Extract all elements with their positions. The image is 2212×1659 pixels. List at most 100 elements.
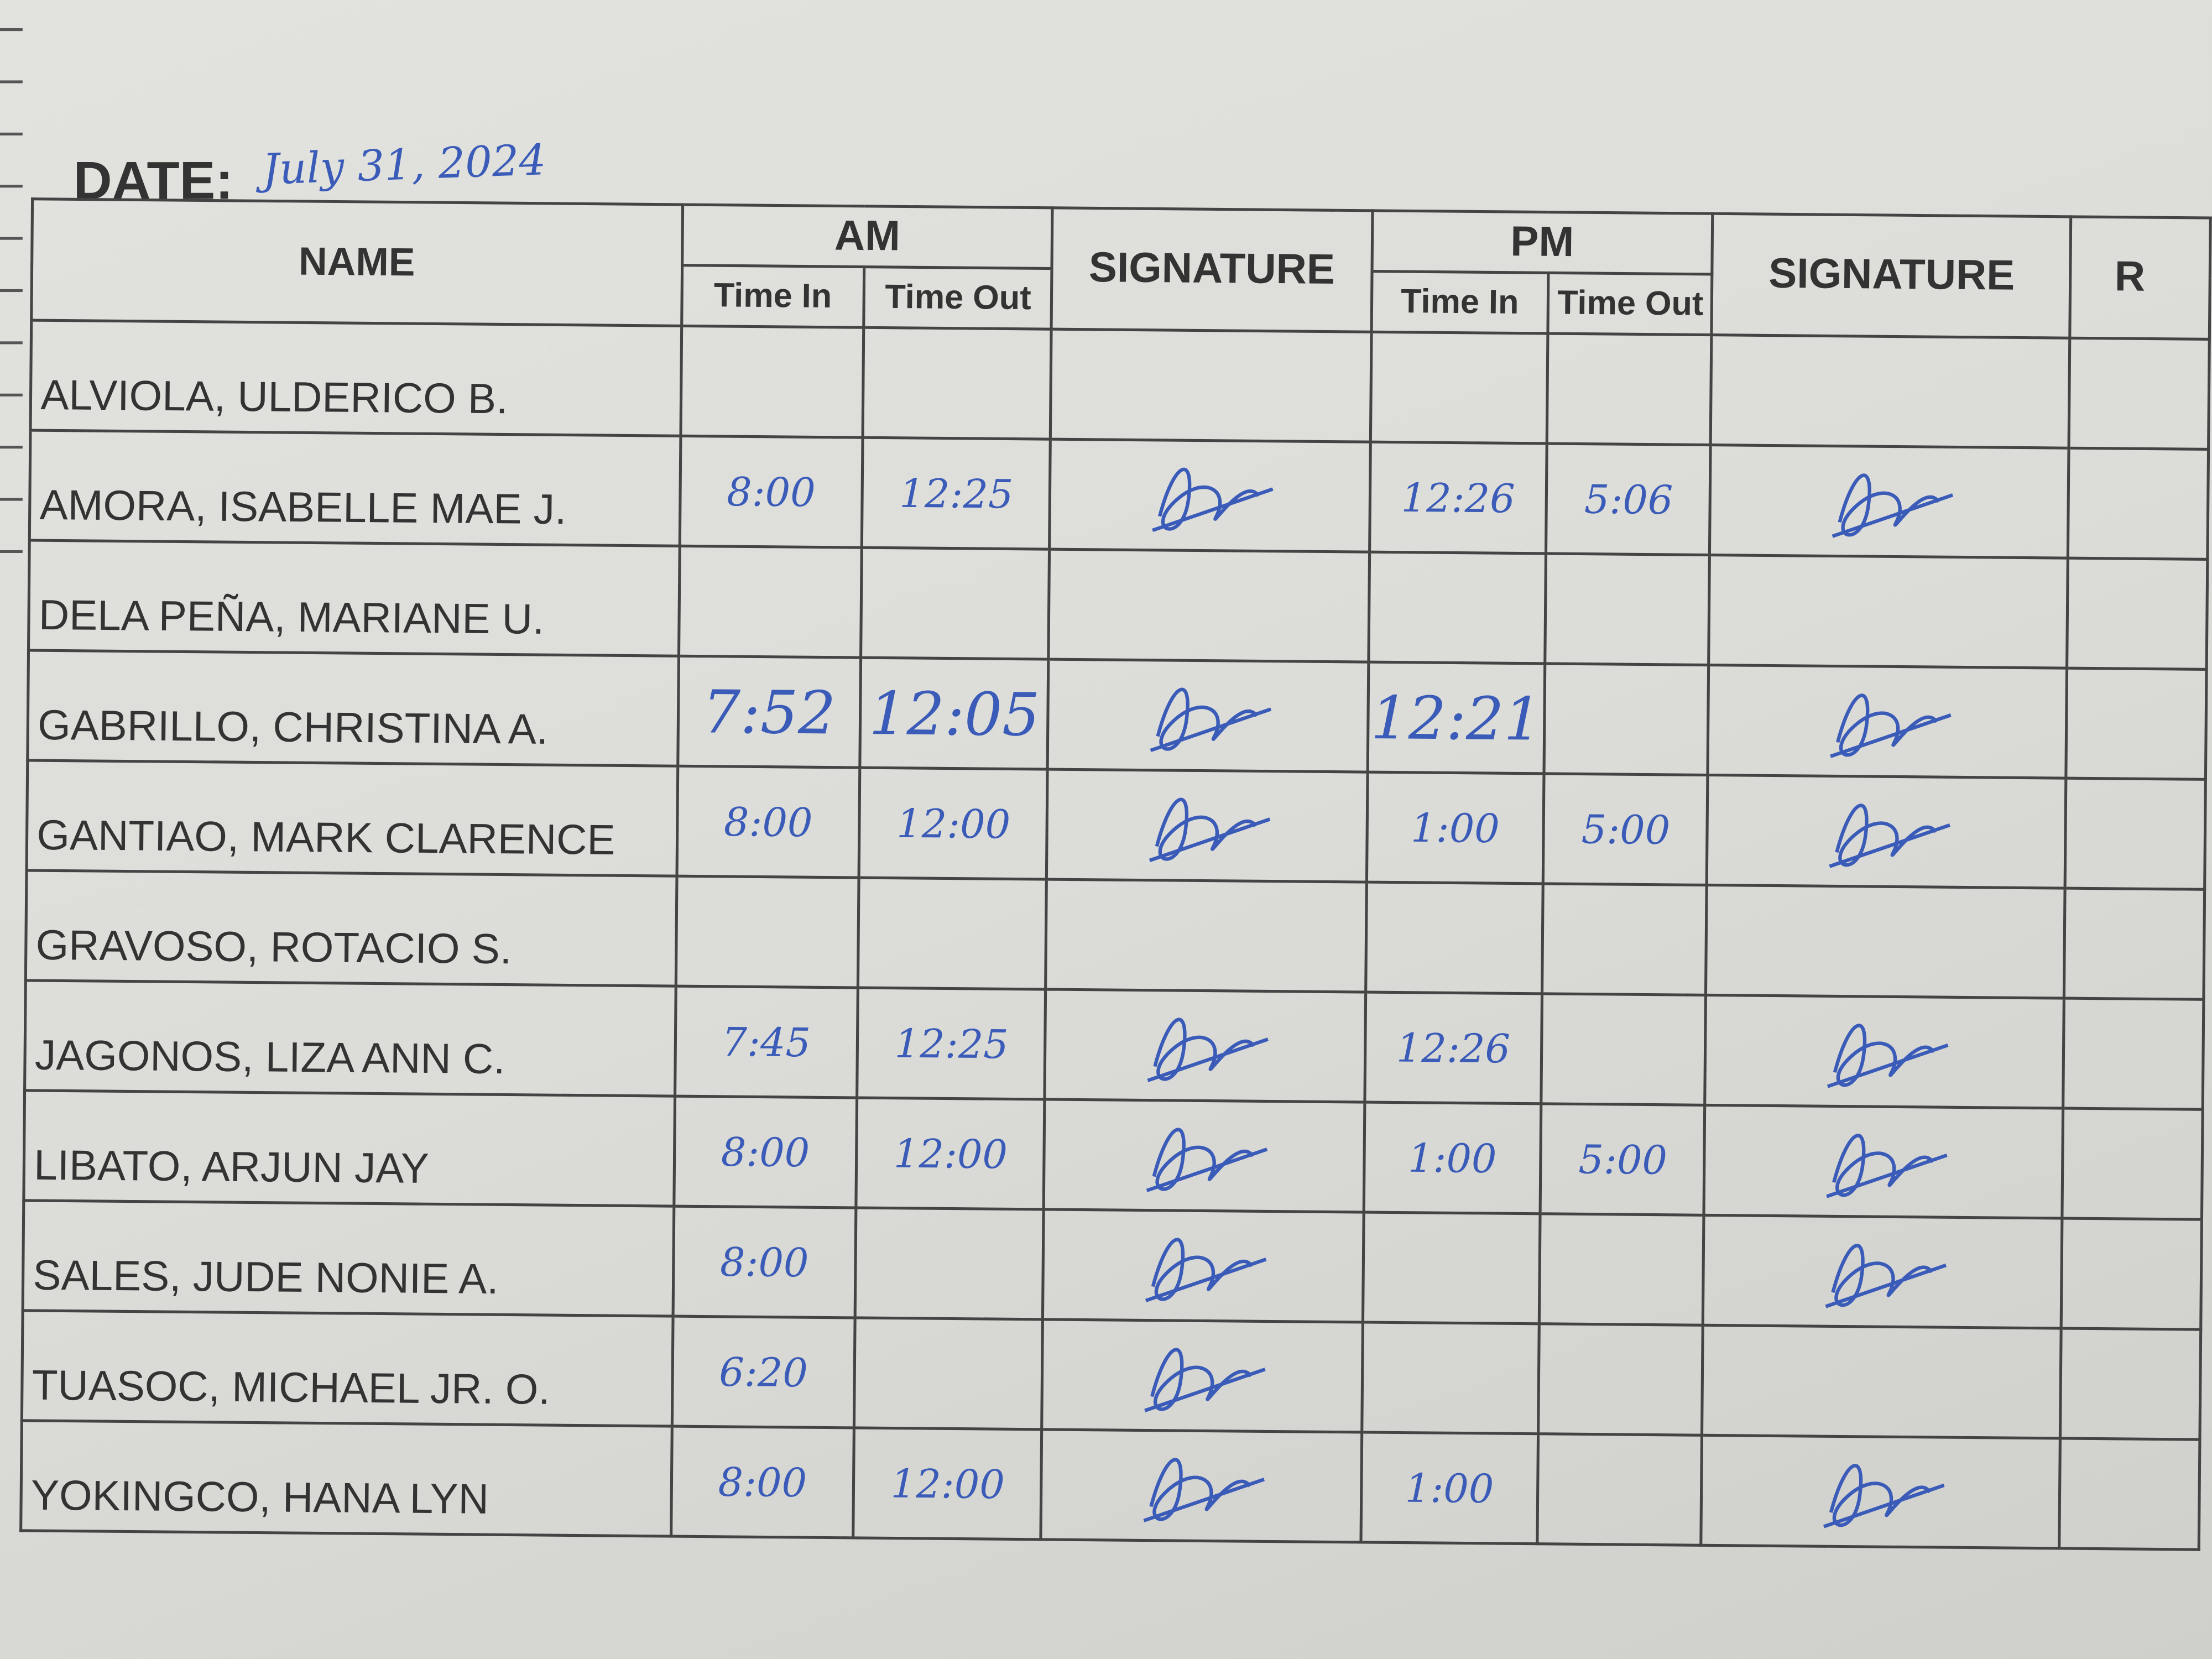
- pm-signature: [1701, 1435, 2061, 1548]
- margin-tick: [0, 28, 23, 32]
- table-row: JAGONOS, LIZA ANN C. 7:45 12:25 12:26: [24, 980, 2204, 1110]
- margin-tick: [0, 498, 23, 501]
- margin-tick: [0, 132, 23, 135]
- handwritten-signature: [1827, 1024, 1949, 1088]
- table-row: AMORA, ISABELLE MAE J. 8:00 12:25 12:26 5:06: [29, 430, 2209, 560]
- pm-time-in: [1370, 332, 1548, 444]
- table-row: DELA PEÑA, MARIANE U.: [28, 540, 2208, 670]
- row-name: JAGONOS, LIZA ANN C.: [24, 980, 676, 1097]
- pm-signature: [1707, 775, 2067, 889]
- header-pm-time-out: Time Out: [1548, 273, 1713, 335]
- am-time-out: [858, 878, 1047, 990]
- am-time-in: 8:00: [674, 1096, 858, 1208]
- am-signature: [1041, 1429, 1361, 1542]
- header-am-signature: SIGNATURE: [1051, 207, 1372, 332]
- pm-time-out: [1547, 333, 1712, 445]
- pm-time-in: [1361, 1322, 1540, 1434]
- margin-tick: [0, 341, 23, 345]
- am-signature: [1042, 1319, 1363, 1432]
- header-pm: PM: [1371, 210, 1713, 274]
- pm-time-in: 12:21: [1366, 662, 1546, 774]
- am-time-out: 12:05: [860, 658, 1049, 770]
- pm-time-out: [1537, 1433, 1703, 1546]
- am-time-in: 8:00: [670, 1426, 854, 1538]
- am-time-out: [860, 547, 1050, 660]
- remarks-cell: [2060, 1328, 2201, 1440]
- pm-time-out: 5:06: [1546, 443, 1712, 555]
- remarks-cell: [2062, 1218, 2202, 1330]
- handwritten-signature: [1832, 473, 1954, 538]
- am-time-out: 12:25: [862, 437, 1051, 550]
- remarks-cell: [2069, 338, 2210, 450]
- row-name: GRAVOSO, ROTACIO S.: [25, 870, 677, 987]
- am-signature: [1044, 1099, 1364, 1212]
- table-row: GRAVOSO, ROTACIO S.: [25, 870, 2205, 1000]
- header-am: AM: [681, 204, 1053, 269]
- date-label: DATE:: [73, 152, 233, 212]
- pm-time-in: 12:26: [1364, 992, 1543, 1104]
- am-time-in: 7:45: [674, 986, 858, 1098]
- header-pm-signature: SIGNATURE: [1712, 213, 2072, 338]
- pm-signature: [1704, 1105, 2064, 1219]
- handwritten-signature: [1150, 687, 1272, 753]
- handwritten-signature: [1149, 797, 1271, 862]
- pm-time-out: [1545, 553, 1710, 665]
- am-time-out: 12:00: [859, 768, 1048, 880]
- pm-signature: [1705, 995, 2065, 1109]
- handwritten-signature: [1146, 1128, 1269, 1192]
- am-time-in: 8:00: [679, 436, 863, 548]
- am-signature: [1043, 1209, 1364, 1322]
- date-value: July 31, 2024: [262, 136, 547, 196]
- header-remarks-partial: R: [2070, 216, 2211, 340]
- am-signature: [1051, 329, 1371, 442]
- am-signature: [1048, 549, 1369, 662]
- pm-signature: [1710, 445, 2070, 559]
- attendance-table: NAME AM SIGNATURE PM SIGNATURE R Time In…: [19, 197, 2212, 1551]
- am-time-in: [678, 546, 862, 658]
- pm-time-in: 12:26: [1369, 442, 1548, 554]
- table-row: TUASOC, MICHAEL JR. O. 6:20: [22, 1310, 2201, 1440]
- pm-time-in: [1368, 552, 1547, 664]
- pm-signature: [1708, 665, 2068, 779]
- remarks-cell: [2067, 558, 2208, 670]
- header-name: NAME: [31, 199, 682, 326]
- row-name: AMORA, ISABELLE MAE J.: [29, 430, 681, 546]
- pm-signature: [1706, 885, 2066, 999]
- pm-signature: [1709, 555, 2069, 669]
- handwritten-signature: [1827, 1134, 1948, 1198]
- am-time-in: 7:52: [677, 656, 861, 768]
- handwritten-signature: [1146, 1238, 1267, 1302]
- pm-time-in: 1:00: [1366, 772, 1545, 884]
- remarks-cell: [2065, 778, 2206, 890]
- table-row: LIBATO, ARJUN JAY 8:00 12:00 1:00 5:00: [23, 1090, 2203, 1220]
- am-time-out: [854, 1317, 1044, 1430]
- remarks-cell: [2066, 668, 2207, 780]
- remarks-cell: [2062, 1108, 2203, 1220]
- remarks-cell: [2059, 1438, 2200, 1550]
- remarks-cell: [2063, 998, 2204, 1110]
- pm-time-out: 5:00: [1540, 1103, 1705, 1215]
- row-name: TUASOC, MICHAEL JR. O.: [22, 1310, 673, 1427]
- table-row: GANTIAO, MARK CLARENCE 8:00 12:00 1:00 5:00: [27, 760, 2206, 890]
- am-time-in: 8:00: [676, 766, 860, 878]
- pm-time-in: 1:00: [1360, 1432, 1539, 1544]
- pm-signature: [1703, 1215, 2063, 1329]
- row-name: ALVIOLA, ULDERICO B.: [30, 320, 681, 436]
- handwritten-signature: [1830, 693, 1952, 758]
- row-name: GABRILLO, CHRISTINA A.: [27, 650, 679, 766]
- pm-time-out: [1542, 883, 1708, 995]
- am-signature: [1045, 989, 1365, 1103]
- pm-time-out: [1544, 663, 1709, 775]
- margin-tick: [0, 237, 23, 240]
- am-signature: [1046, 879, 1366, 993]
- table-row: YOKINGCO, HANA LYN 8:00 12:00 1:00: [20, 1420, 2200, 1550]
- margin-tick: [0, 289, 23, 293]
- handwritten-signature: [1823, 1464, 1945, 1528]
- margin-tick: [0, 446, 23, 449]
- am-time-in: 6:20: [671, 1316, 855, 1428]
- margin-tick: [0, 393, 23, 397]
- pm-signature: [1711, 335, 2070, 448]
- am-signature: [1047, 769, 1367, 883]
- handwritten-signature: [1829, 804, 1951, 868]
